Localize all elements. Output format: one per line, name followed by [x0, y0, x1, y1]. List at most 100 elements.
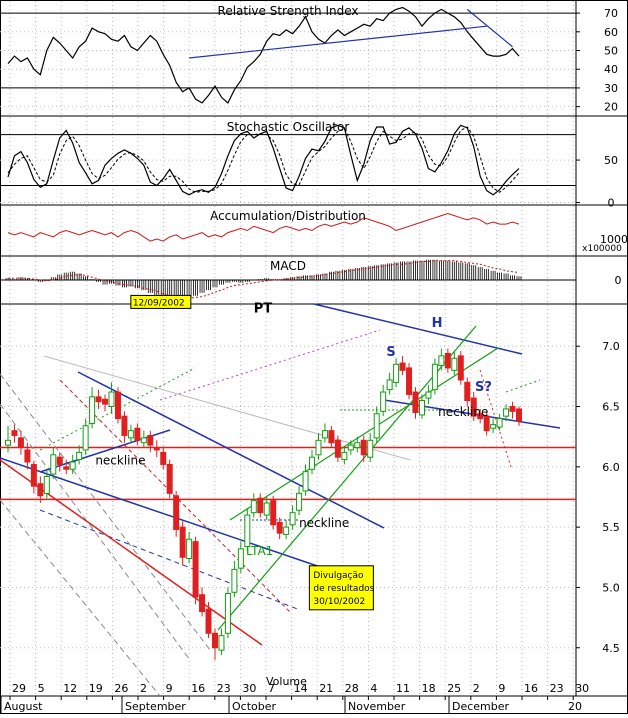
macd-y-tick-label: 0 [615, 274, 622, 287]
candle-body [425, 391, 432, 399]
candle-body [244, 514, 251, 547]
candle-body [309, 456, 316, 470]
candle-body [11, 430, 18, 436]
annotation-text: neckline [299, 516, 349, 530]
candle-body [89, 396, 96, 424]
y-tick-label: 40 [604, 63, 618, 76]
accumulation-distribution-line [7, 212, 520, 242]
annotation-text: S [386, 345, 395, 360]
candle-body [153, 447, 160, 451]
price-trendline [313, 303, 523, 355]
candle-body [509, 406, 516, 412]
candle-body [270, 500, 277, 526]
candle-body [451, 357, 458, 371]
rsi-trendline [189, 25, 487, 59]
x-tick-label: 30 [575, 682, 589, 695]
candle-body [464, 381, 471, 401]
candle-body [360, 439, 367, 456]
annotation-text: neckline [95, 453, 145, 467]
candle-body [276, 521, 283, 534]
month-label: October [232, 700, 276, 713]
candle-body [438, 355, 445, 367]
volume-label: Volume [266, 675, 307, 688]
y-tick-label: 5.5 [602, 521, 620, 534]
candle-body [166, 463, 173, 494]
candle-body [250, 500, 257, 514]
y-tick-label: 70 [604, 7, 618, 20]
month-label: August [4, 700, 43, 713]
x-tick-label: 28 [345, 682, 359, 695]
candle-body [373, 413, 380, 439]
month-label: September [125, 700, 186, 713]
candle-body [69, 461, 76, 470]
candle-body [328, 430, 335, 444]
candle-body [470, 397, 477, 417]
x-tick-label: 29 [12, 682, 26, 695]
y-tick-label: 5.0 [602, 581, 620, 594]
candle-body [237, 548, 244, 569]
macd-signal-line [8, 260, 520, 299]
x-tick-label: 30 [242, 682, 256, 695]
x-tick-label: 2 [140, 682, 147, 695]
candle-body [186, 538, 193, 559]
x-tick-label: 12 [63, 682, 77, 695]
candle-body [418, 399, 425, 416]
candle-body [5, 439, 11, 446]
candle-body [347, 444, 354, 451]
price-trendline [0, 373, 211, 651]
candle-body [283, 526, 290, 535]
candle-body [160, 451, 167, 465]
x-tick-label: 14 [294, 682, 308, 695]
ad-y-tick-label: 1000 [600, 233, 628, 246]
price-trendline [0, 459, 263, 646]
x-tick-label: 23 [550, 682, 564, 695]
candle-body [315, 439, 322, 456]
annotation-text: 12/09/2002 [133, 298, 185, 308]
annotation-text: S? [475, 380, 492, 395]
candle-body [108, 391, 115, 408]
x-tick-label: 7 [268, 682, 275, 695]
candle-body [179, 526, 186, 558]
annotation-text: Divulgação [313, 571, 364, 581]
candle-body [257, 497, 264, 514]
candle-body [134, 427, 141, 441]
price-trendline [0, 403, 191, 661]
x-tick-label: 25 [447, 682, 461, 695]
candle-body [477, 413, 484, 420]
stochastic-title: Stochastic Oscillator [227, 120, 350, 134]
annotation-text: PT [254, 301, 273, 316]
candle-body [444, 352, 451, 369]
candle-body [17, 437, 24, 449]
candle-body [431, 363, 438, 391]
x-tick-label: 5 [38, 682, 45, 695]
price-trendline [229, 347, 499, 521]
candle-body [516, 408, 522, 422]
annotation-text: de resultados [313, 584, 374, 594]
candle-body [43, 475, 50, 494]
rsi-title: Relative Strength Index [218, 4, 359, 18]
y-tick-label: 4.5 [602, 642, 620, 655]
candle-body [30, 463, 37, 487]
candle-body [483, 415, 490, 432]
annotation-text: 30/10/2002 [313, 597, 365, 607]
price-trendline [39, 509, 301, 611]
month-label: November [348, 700, 406, 713]
x-tick-label: 16 [524, 682, 538, 695]
candle-body [490, 424, 497, 429]
candle-body [37, 483, 44, 497]
candle-body [393, 363, 400, 383]
candle-body [218, 635, 225, 651]
x-tick-label: 11 [396, 682, 410, 695]
candle-body [386, 379, 393, 391]
price-trendline [77, 371, 385, 529]
candle-body [50, 454, 57, 475]
annotation-box [130, 294, 192, 309]
annotation-box [308, 565, 374, 611]
annotation-text: LTA1 [246, 544, 273, 558]
y-tick-label: 0 [608, 196, 615, 209]
candle-body [341, 451, 348, 461]
candle-body [127, 430, 134, 439]
candle-body [457, 355, 464, 381]
